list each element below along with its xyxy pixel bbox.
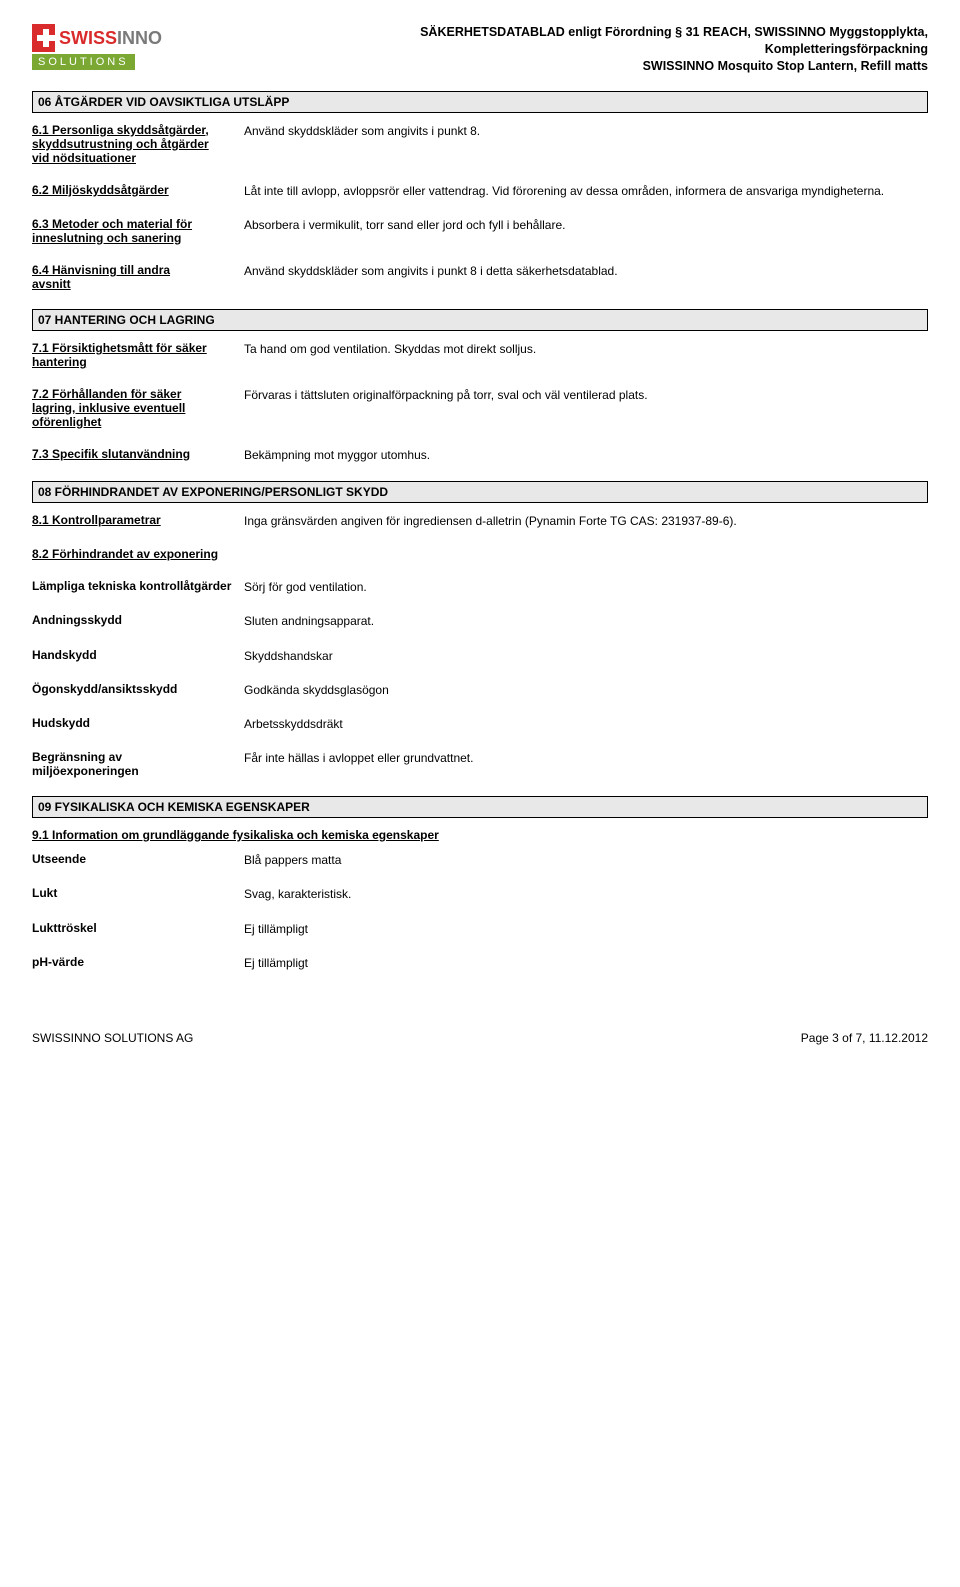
- label-8-eye: Ögonskydd/ansiktsskydd: [32, 682, 244, 698]
- value-6-2: Låt inte till avlopp, avloppsrör eller v…: [244, 183, 928, 199]
- label-6-4: 6.4 Hänvisning till andra avsnitt: [32, 263, 244, 291]
- section-06-heading: 06 ÅTGÄRDER VID OAVSIKTLIGA UTSLÄPP: [32, 91, 928, 113]
- logo-subtitle: SOLUTIONS: [32, 54, 135, 70]
- label-8-skin: Hudskydd: [32, 716, 244, 732]
- row-8-eye: Ögonskydd/ansiktsskydd Godkända skyddsgl…: [32, 682, 928, 698]
- value-6-3: Absorbera i vermikulit, torr sand eller …: [244, 217, 928, 245]
- label-6-1-r1: skyddsutrustning och åtgärder: [32, 137, 209, 151]
- label-6-3-u: 6.3 Metoder och material för: [32, 217, 192, 231]
- logo: SWISSINNO SOLUTIONS: [32, 24, 162, 70]
- label-7-1-r1: hantering: [32, 355, 87, 369]
- row-6-3: 6.3 Metoder och material för inneslutnin…: [32, 217, 928, 245]
- value-8-skin: Arbetsskyddsdräkt: [244, 716, 928, 732]
- value-6-4: Använd skyddskläder som angivits i punkt…: [244, 263, 928, 291]
- label-6-1-u: 6.1 Personliga skyddsåtgärder,: [32, 123, 209, 137]
- label-7-3: 7.3 Specifik slutanvändning: [32, 447, 244, 463]
- row-8-2: 8.2 Förhindrandet av exponering: [32, 547, 928, 561]
- value-8-1: Inga gränsvärden angiven för ingrediense…: [244, 513, 928, 529]
- section-07-heading: 07 HANTERING OCH LAGRING: [32, 309, 928, 331]
- footer-page-info: Page 3 of 7, 11.12.2012: [801, 1031, 928, 1045]
- label-7-2-r1: lagring, inklusive eventuell: [32, 401, 185, 415]
- value-8-tech: Sörj för god ventilation.: [244, 579, 928, 595]
- row-8-env: Begränsning av miljöexponeringen Får int…: [32, 750, 928, 778]
- row-9-sub: 9.1 Information om grundläggande fysikal…: [32, 828, 928, 842]
- row-9-4: pH-värde Ej tillämpligt: [32, 955, 928, 971]
- row-6-4: 6.4 Hänvisning till andra avsnitt Använd…: [32, 263, 928, 291]
- value-8-env: Får inte hällas i avloppet eller grundva…: [244, 750, 928, 778]
- row-7-2: 7.2 Förhållanden för säker lagring, inkl…: [32, 387, 928, 429]
- value-9-1: Blå pappers matta: [244, 852, 928, 868]
- row-6-2: 6.2 Miljöskyddsåtgärder Låt inte till av…: [32, 183, 928, 199]
- label-6-2: 6.2 Miljöskyddsåtgärder: [32, 183, 244, 199]
- page-header: SWISSINNO SOLUTIONS SÄKERHETSDATABLAD en…: [32, 24, 928, 75]
- value-7-2: Förvaras i tättsluten originalförpacknin…: [244, 387, 928, 429]
- logo-main: SWISSINNO: [32, 24, 162, 52]
- section-08-heading: 08 FÖRHINDRANDET AV EXPONERING/PERSONLIG…: [32, 481, 928, 503]
- label-9-sub: 9.1 Information om grundläggande fysikal…: [32, 828, 451, 842]
- label-6-2-u: 6.2 Miljöskyddsåtgärder: [32, 183, 169, 197]
- label-6-1-r2: vid nödsituationer: [32, 151, 136, 165]
- label-7-1: 7.1 Försiktighetsmått för säker hanterin…: [32, 341, 244, 369]
- logo-text: SWISSINNO: [59, 28, 162, 49]
- label-7-2-r2: oförenlighet: [32, 415, 101, 429]
- row-6-1: 6.1 Personliga skyddsåtgärder, skyddsutr…: [32, 123, 928, 165]
- label-8-env: Begränsning av miljöexponeringen: [32, 750, 244, 778]
- label-8-1: 8.1 Kontrollparametrar: [32, 513, 244, 529]
- footer-company: SWISSINNO SOLUTIONS AG: [32, 1031, 193, 1045]
- label-7-2: 7.2 Förhållanden för säker lagring, inkl…: [32, 387, 244, 429]
- label-9-3: Lukttröskel: [32, 921, 244, 937]
- logo-part1: SWISS: [59, 28, 117, 48]
- label-6-3: 6.3 Metoder och material för inneslutnin…: [32, 217, 244, 245]
- label-7-1-u: 7.1 Försiktighetsmått för säker: [32, 341, 207, 355]
- value-8-breath: Sluten andningsapparat.: [244, 613, 928, 629]
- row-7-1: 7.1 Försiktighetsmått för säker hanterin…: [32, 341, 928, 369]
- row-8-1: 8.1 Kontrollparametrar Inga gränsvärden …: [32, 513, 928, 529]
- label-6-1: 6.1 Personliga skyddsåtgärder, skyddsutr…: [32, 123, 244, 165]
- row-8-breath: Andningsskydd Sluten andningsapparat.: [32, 613, 928, 629]
- value-9-3: Ej tillämpligt: [244, 921, 928, 937]
- value-9-4: Ej tillämpligt: [244, 955, 928, 971]
- label-9-1: Utseende: [32, 852, 244, 868]
- value-7-3: Bekämpning mot myggor utomhus.: [244, 447, 928, 463]
- value-8-eye: Godkända skyddsglasögon: [244, 682, 928, 698]
- row-9-3: Lukttröskel Ej tillämpligt: [32, 921, 928, 937]
- label-9-sub-u: 9.1 Information om grundläggande fysikal…: [32, 828, 439, 842]
- title-line-2: Kompletteringsförpackning: [162, 41, 928, 58]
- swiss-cross-icon: [32, 24, 55, 52]
- label-8-breath: Andningsskydd: [32, 613, 244, 629]
- label-9-4: pH-värde: [32, 955, 244, 971]
- title-line-1: SÄKERHETSDATABLAD enligt Förordning § 31…: [162, 24, 928, 41]
- label-6-4-u: 6.4 Hänvisning till andra: [32, 263, 170, 277]
- label-7-3-u: 7.3 Specifik slutanvändning: [32, 447, 190, 461]
- label-8-2: 8.2 Förhindrandet av exponering: [32, 547, 230, 561]
- document-title: SÄKERHETSDATABLAD enligt Förordning § 31…: [162, 24, 928, 75]
- value-9-2: Svag, karakteristisk.: [244, 886, 928, 902]
- title-line-3: SWISSINNO Mosquito Stop Lantern, Refill …: [162, 58, 928, 75]
- section-09-heading: 09 FYSIKALISKA OCH KEMISKA EGENSKAPER: [32, 796, 928, 818]
- row-8-tech: Lämpliga tekniska kontrollåtgärder Sörj …: [32, 579, 928, 595]
- row-8-hand: Handskydd Skyddshandskar: [32, 648, 928, 664]
- label-8-1-u: 8.1 Kontrollparametrar: [32, 513, 161, 527]
- row-9-2: Lukt Svag, karakteristisk.: [32, 886, 928, 902]
- value-6-1: Använd skyddskläder som angivits i punkt…: [244, 123, 928, 165]
- row-9-1: Utseende Blå pappers matta: [32, 852, 928, 868]
- label-6-4-r1: avsnitt: [32, 277, 71, 291]
- label-8-2-u: 8.2 Förhindrandet av exponering: [32, 547, 218, 561]
- label-7-2-u: 7.2 Förhållanden för säker: [32, 387, 181, 401]
- value-7-1: Ta hand om god ventilation. Skyddas mot …: [244, 341, 928, 369]
- value-8-hand: Skyddshandskar: [244, 648, 928, 664]
- label-8-hand: Handskydd: [32, 648, 244, 664]
- label-9-2: Lukt: [32, 886, 244, 902]
- row-8-skin: Hudskydd Arbetsskyddsdräkt: [32, 716, 928, 732]
- label-8-tech: Lämpliga tekniska kontrollåtgärder: [32, 579, 244, 595]
- row-7-3: 7.3 Specifik slutanvändning Bekämpning m…: [32, 447, 928, 463]
- logo-part2: INNO: [117, 28, 162, 48]
- page-footer: SWISSINNO SOLUTIONS AG Page 3 of 7, 11.1…: [32, 1031, 928, 1045]
- label-6-3-r1: inneslutning och sanering: [32, 231, 181, 245]
